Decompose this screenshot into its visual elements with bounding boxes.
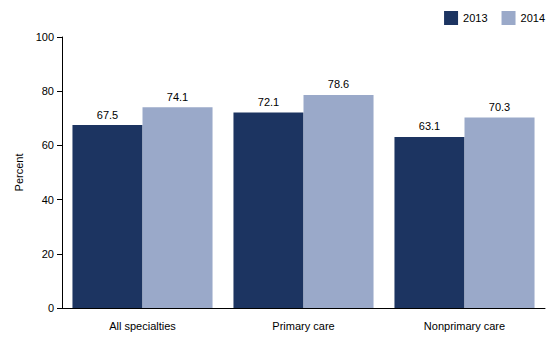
svg-text:40: 40 (42, 194, 54, 206)
svg-text:78.6: 78.6 (328, 78, 349, 90)
svg-text:Percent: Percent (13, 154, 25, 192)
svg-text:72.1: 72.1 (258, 96, 279, 108)
svg-text:Primary care: Primary care (272, 320, 334, 332)
svg-text:2013: 2013 (463, 12, 487, 24)
svg-text:All specialties: All specialties (109, 320, 176, 332)
svg-text:60: 60 (42, 139, 54, 151)
svg-text:70.3: 70.3 (489, 101, 510, 113)
svg-text:2014: 2014 (521, 12, 545, 24)
svg-text:Nonprimary care: Nonprimary care (424, 320, 505, 332)
svg-text:63.1: 63.1 (419, 120, 440, 132)
svg-text:67.5: 67.5 (97, 109, 118, 121)
svg-text:74.1: 74.1 (167, 91, 188, 103)
svg-text:0: 0 (48, 302, 54, 314)
svg-text:100: 100 (36, 31, 54, 43)
svg-text:80: 80 (42, 85, 54, 97)
svg-text:20: 20 (42, 248, 54, 260)
